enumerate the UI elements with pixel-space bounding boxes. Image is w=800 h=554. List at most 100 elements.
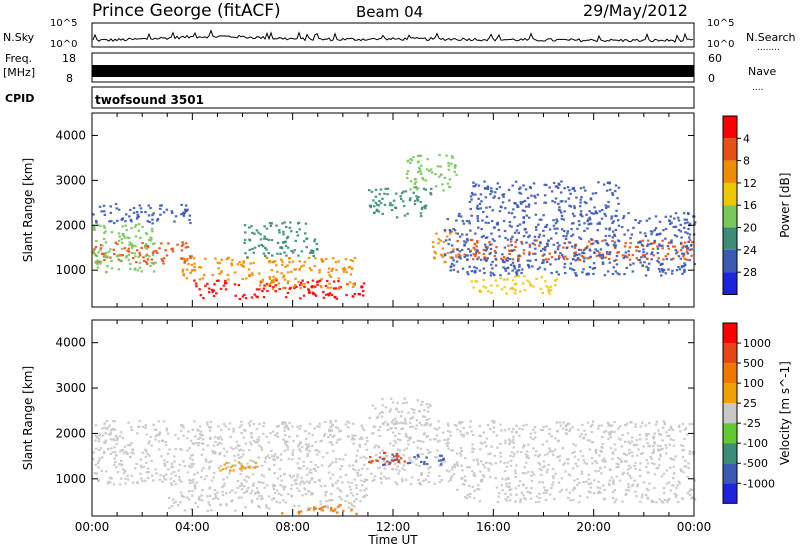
velocity-cell xyxy=(670,458,674,461)
velocity-cell xyxy=(355,484,358,487)
power-cell xyxy=(159,213,162,216)
velocity-cell xyxy=(200,442,204,445)
power-cell xyxy=(465,219,469,223)
power-cell xyxy=(607,244,610,247)
velocity-cell xyxy=(179,491,183,494)
power-cell xyxy=(252,251,255,254)
power-cell xyxy=(253,246,257,249)
power-cell xyxy=(403,214,407,217)
velocity-cell xyxy=(487,469,491,472)
velocity-cell xyxy=(139,472,142,475)
velocity-cell xyxy=(233,464,237,467)
velocity-cell xyxy=(163,464,167,467)
power-cell xyxy=(212,294,216,298)
velocity-cell xyxy=(501,489,504,492)
velocity-cell xyxy=(302,465,305,468)
velocity-cell xyxy=(323,434,326,437)
velocity-cell xyxy=(154,468,157,471)
velocity-cell xyxy=(264,455,268,459)
power-cell xyxy=(518,265,521,268)
power-cell xyxy=(670,258,673,261)
power-cell xyxy=(683,241,687,244)
power-cell xyxy=(482,278,485,281)
velocity-cell xyxy=(553,498,556,501)
velocity-cell xyxy=(434,438,437,441)
velocity-cell xyxy=(472,459,475,462)
power-cell xyxy=(443,254,447,257)
velocity-cell xyxy=(602,460,606,463)
velocity-cell xyxy=(512,428,515,431)
velocity-cell xyxy=(566,423,569,426)
velocity-cell xyxy=(365,457,368,460)
velocity-cell xyxy=(287,457,291,460)
power-band xyxy=(468,180,621,214)
power-cell xyxy=(533,239,536,242)
velocity-cell xyxy=(301,494,304,497)
power-cell xyxy=(436,165,440,168)
power-cell xyxy=(493,195,497,198)
velocity-cell xyxy=(215,495,218,498)
velocity-cell xyxy=(532,447,535,450)
velocity-cell xyxy=(515,431,518,434)
power-cell xyxy=(463,253,466,256)
power-cell xyxy=(373,211,376,215)
power-cell xyxy=(107,250,111,253)
velocity-cell xyxy=(421,400,424,403)
velocity-cell xyxy=(473,489,476,492)
velocity-cell xyxy=(260,446,263,449)
velocity-cell xyxy=(499,451,502,455)
velocity-cell xyxy=(530,479,534,483)
power-cell xyxy=(492,226,496,229)
power-cell xyxy=(290,270,293,273)
velocity-cell xyxy=(509,454,512,457)
power-cell xyxy=(109,211,113,214)
velocity-cell xyxy=(240,488,244,491)
velocity-colorbar-swatch xyxy=(723,363,737,384)
velocity-cell xyxy=(447,424,450,427)
power-cell xyxy=(152,254,155,257)
power-cell xyxy=(313,238,317,241)
power-cell xyxy=(315,248,319,251)
velocity-cell xyxy=(666,500,669,503)
power-cell xyxy=(318,269,321,272)
velocity-cell xyxy=(320,439,323,442)
power-cell xyxy=(656,233,659,236)
velocity-cell xyxy=(223,482,226,485)
velocity-cell xyxy=(108,424,111,427)
velocity-cell xyxy=(456,428,459,431)
power-cell xyxy=(529,284,533,287)
power-cell xyxy=(92,250,95,253)
power-cell xyxy=(527,203,531,206)
power-cell xyxy=(308,291,312,294)
power-cell xyxy=(469,195,473,198)
power-cell xyxy=(611,239,614,243)
power-cell xyxy=(495,246,498,249)
power-cell xyxy=(193,269,197,272)
power-cell xyxy=(486,187,489,191)
velocity-cell xyxy=(441,431,445,434)
velocity-cell xyxy=(415,457,418,460)
power-cell xyxy=(582,248,586,252)
power-cell xyxy=(605,242,609,246)
power-cell xyxy=(154,249,158,252)
velocity-cell xyxy=(438,475,441,478)
power-cell xyxy=(556,186,560,189)
velocity-cell xyxy=(521,483,525,486)
power-cell xyxy=(375,209,378,212)
velocity-cell xyxy=(621,473,624,476)
power-cell xyxy=(604,239,607,242)
velocity-cell xyxy=(612,490,615,493)
power-cell xyxy=(539,249,543,252)
velocity-cell xyxy=(595,461,599,464)
power-cell xyxy=(477,226,480,229)
velocity-cell xyxy=(407,411,410,414)
velocity-cell xyxy=(527,457,530,460)
power-cell xyxy=(146,220,150,223)
velocity-cell xyxy=(256,497,259,500)
velocity-cell xyxy=(628,452,631,455)
power-cell xyxy=(185,259,189,262)
velocity-cell xyxy=(188,478,191,482)
velocity-cell xyxy=(329,499,333,502)
power-cell xyxy=(683,268,686,272)
power-cell xyxy=(452,259,455,262)
